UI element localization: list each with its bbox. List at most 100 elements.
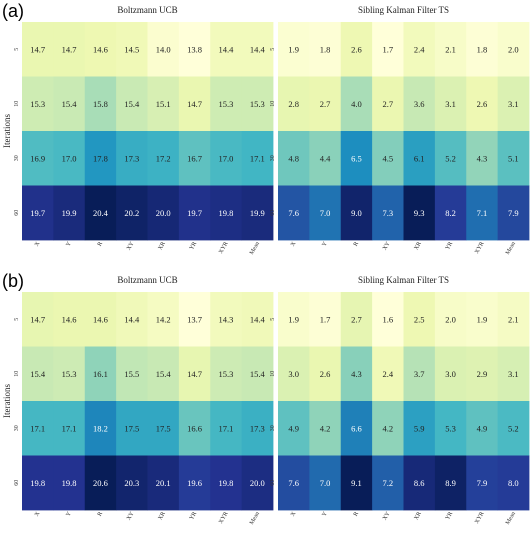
heatmap-cell (84, 22, 117, 77)
heatmap-sibling-kalman-ts: Sibling Kalman Filter TS 1.9 1.7 2.7 1.6 2.5 2… (270, 275, 530, 526)
heatmap-cell (372, 185, 404, 241)
cell-value: 4.9 (288, 423, 299, 433)
heatmap-cell (22, 292, 54, 347)
heatmap-cell (178, 185, 211, 241)
heatmap-cell (309, 401, 342, 456)
cell-value: 14.6 (93, 314, 108, 324)
heatmap-cell (403, 76, 436, 132)
cell-value: 2.1 (445, 44, 456, 54)
heatmap-cell (497, 185, 530, 241)
cell-value: 17.1 (219, 423, 234, 433)
heatmap-cell (178, 22, 211, 77)
heatmap-cell (372, 22, 404, 77)
cell-value: 1.7 (320, 314, 331, 324)
cell-value: 14.4 (124, 314, 140, 324)
cell-value: 19.7 (30, 208, 45, 218)
cell-value: 7.6 (288, 208, 299, 218)
cell-value: 15.4 (30, 369, 46, 379)
heatmap-sibling-kalman-ts: Sibling Kalman Filter TS 1.9 1.8 2.6 1.7 2.4 2… (270, 5, 530, 256)
column-tick-label: XYR (218, 511, 230, 525)
cell-value: 14.7 (30, 44, 45, 54)
cell-value: 5.1 (508, 153, 519, 163)
heatmap-cell (466, 346, 499, 402)
row-tick-label: 5 (270, 48, 276, 51)
heatmap-cell (53, 76, 86, 132)
cell-value: 15.3 (219, 369, 234, 379)
heatmap-cell (403, 22, 436, 77)
heatmap-cell (434, 22, 467, 77)
heatmap-cell (278, 292, 310, 347)
cell-value: 17.5 (124, 423, 139, 433)
heatmap-cell (210, 22, 243, 77)
heatmap-cell (178, 455, 211, 511)
heatmap-cell (278, 131, 310, 186)
heatmap-cell (340, 455, 373, 511)
cell-value: 4.9 (477, 423, 488, 433)
cell-value: 14.3 (219, 314, 234, 324)
heatmap-cell (278, 455, 310, 511)
cell-value: 4.3 (477, 153, 488, 163)
cell-value: 13.7 (187, 314, 202, 324)
cell-value: 19.8 (30, 478, 45, 488)
column-tick-label: Mean (505, 511, 517, 526)
heatmap-cell (403, 131, 436, 186)
cell-value: 2.8 (288, 99, 299, 109)
heatmap-cell (340, 131, 373, 186)
panel-label: (b) (2, 271, 24, 291)
heatmap-cell (497, 76, 530, 132)
heatmap-cell (147, 346, 180, 402)
cell-value: 6.1 (414, 153, 425, 163)
heatmap-cell (116, 401, 148, 456)
cell-value: 14.6 (93, 44, 108, 54)
cell-value: 3.1 (508, 369, 519, 379)
heatmap-cell (434, 76, 467, 132)
cell-value: 1.8 (320, 44, 331, 54)
cell-value: 7.2 (383, 478, 394, 488)
heatmap-cell (147, 131, 180, 186)
heatmap-cell (340, 22, 373, 77)
y-axis-title: Iterations (2, 384, 12, 418)
column-tick-label: X (34, 510, 42, 517)
heatmap-cell (340, 76, 373, 132)
heatmap-cell (466, 131, 499, 186)
column-tick-label: X (290, 510, 298, 517)
heatmap-title: Sibling Kalman Filter TS (358, 275, 449, 285)
heatmap-cell (116, 292, 148, 347)
cell-value: 14.7 (187, 369, 202, 379)
heatmap-cell (22, 455, 54, 511)
heatmap-cell (178, 76, 211, 132)
cell-value: 15.4 (250, 369, 266, 379)
column-tick-label: Y (321, 240, 329, 247)
cell-value: 7.9 (477, 478, 488, 488)
heatmap-cell (278, 401, 310, 456)
cell-value: 14.7 (187, 99, 202, 109)
heatmap-cell (210, 131, 243, 186)
heatmap-cell (116, 455, 148, 511)
column-tick-label: XR (158, 241, 167, 251)
heatmap-cell (178, 346, 211, 402)
cell-value: 15.3 (30, 99, 45, 109)
heatmap-cell (116, 131, 148, 186)
heatmap-cell (241, 455, 274, 511)
heatmap-cell (309, 292, 342, 347)
cell-value: 2.6 (351, 44, 362, 54)
cell-value: 2.5 (414, 314, 425, 324)
cell-value: 13.8 (187, 44, 202, 54)
heatmap-cell (210, 292, 243, 347)
heatmap-cell (309, 185, 342, 241)
cell-value: 15.1 (156, 99, 171, 109)
heatmap-cell (278, 76, 310, 132)
column-tick-label: Mean (505, 241, 517, 256)
column-tick-label: YR (445, 511, 454, 521)
cell-value: 20.2 (124, 208, 139, 218)
cell-value: 7.9 (508, 208, 519, 218)
cell-value: 2.1 (508, 314, 519, 324)
heatmap-cell (22, 401, 54, 456)
cell-value: 15.8 (93, 99, 108, 109)
cell-value: 7.6 (288, 478, 299, 488)
cell-value: 1.9 (288, 44, 299, 54)
cell-value: 3.7 (414, 369, 425, 379)
heatmap-cell (210, 401, 243, 456)
row-tick-label: 10 (14, 371, 20, 377)
heatmap-cell (84, 401, 117, 456)
